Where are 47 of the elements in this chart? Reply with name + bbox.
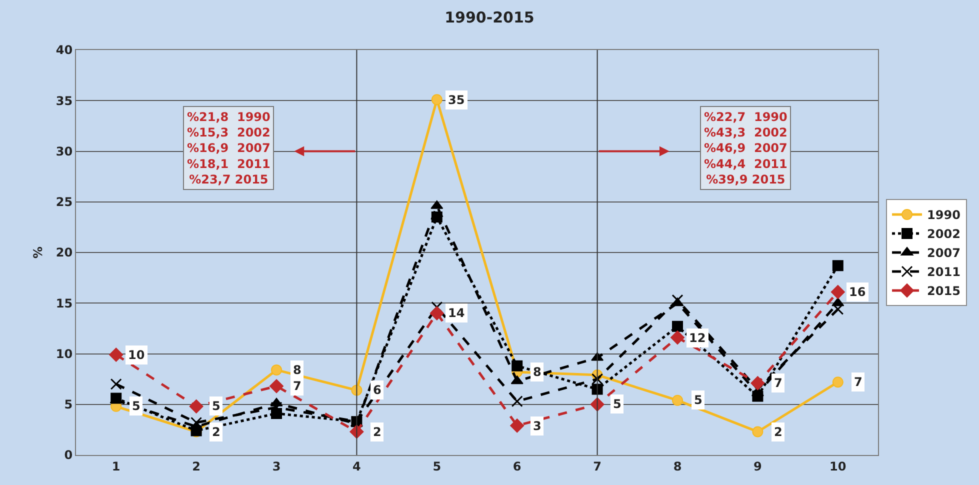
data-label: 3 [533, 419, 542, 433]
data-label: 16 [849, 285, 866, 299]
data-label: 8 [293, 363, 302, 377]
legend-label: 2007 [927, 246, 960, 260]
legend-label: 2015 [927, 284, 960, 298]
data-label: 14 [448, 306, 465, 320]
y-tick-label: 30 [56, 144, 73, 158]
x-tick-label: 6 [512, 459, 522, 474]
data-label: 7 [293, 379, 302, 393]
data-label: 10 [128, 348, 145, 362]
x-tick-label: 9 [754, 459, 762, 474]
y-tick-label: 0 [64, 448, 73, 462]
y-tick-label: 35 [56, 94, 73, 108]
annotation: %21,8 1990 %15,3 2002 %16,9 2007 %18,1 2011 %23,7 2015 [187, 110, 270, 186]
data-label: 7 [854, 375, 862, 389]
y-tick-label: 25 [56, 195, 73, 210]
data-label: 5 [132, 399, 140, 413]
y-tick-label: 5 [64, 398, 73, 412]
x-tick-label: 5 [432, 459, 442, 474]
data-label: 2 [774, 425, 782, 439]
data-label: 8 [533, 365, 542, 379]
annotation: %22,7 1990 %43,3 2002 %46,9 2007 %44,4 2011 %39,9 2015 [704, 110, 788, 186]
y-tick-label: 10 [56, 346, 73, 361]
x-tick-label: 10 [830, 459, 846, 474]
x-tick-label: 1 [112, 459, 120, 474]
legend-label: 2011 [927, 265, 960, 280]
x-tick-label: 4 [352, 459, 361, 474]
x-tick-label: 7 [593, 459, 602, 474]
y-tick-label: 40 [56, 43, 73, 58]
y-tick-label: 20 [56, 246, 73, 260]
legend-label: 2002 [927, 227, 960, 242]
data-label: 5 [613, 397, 622, 411]
data-label: 2 [373, 425, 382, 439]
y-tick-label: 15 [56, 296, 73, 310]
data-label: 12 [689, 331, 706, 345]
chart-title: 1990-2015 [444, 8, 534, 27]
data-label: 7 [774, 376, 782, 390]
legend-label: 1990 [927, 208, 960, 222]
data-label: 5 [212, 399, 220, 413]
x-tick-label: 2 [192, 459, 200, 474]
data-label: 6 [373, 383, 382, 397]
data-label: 2 [212, 425, 220, 439]
data-label: 5 [694, 393, 702, 407]
x-tick-label: 8 [673, 459, 682, 474]
data-label: 35 [448, 93, 465, 107]
y-axis-title: % [31, 246, 45, 259]
x-tick-label: 3 [272, 459, 281, 474]
